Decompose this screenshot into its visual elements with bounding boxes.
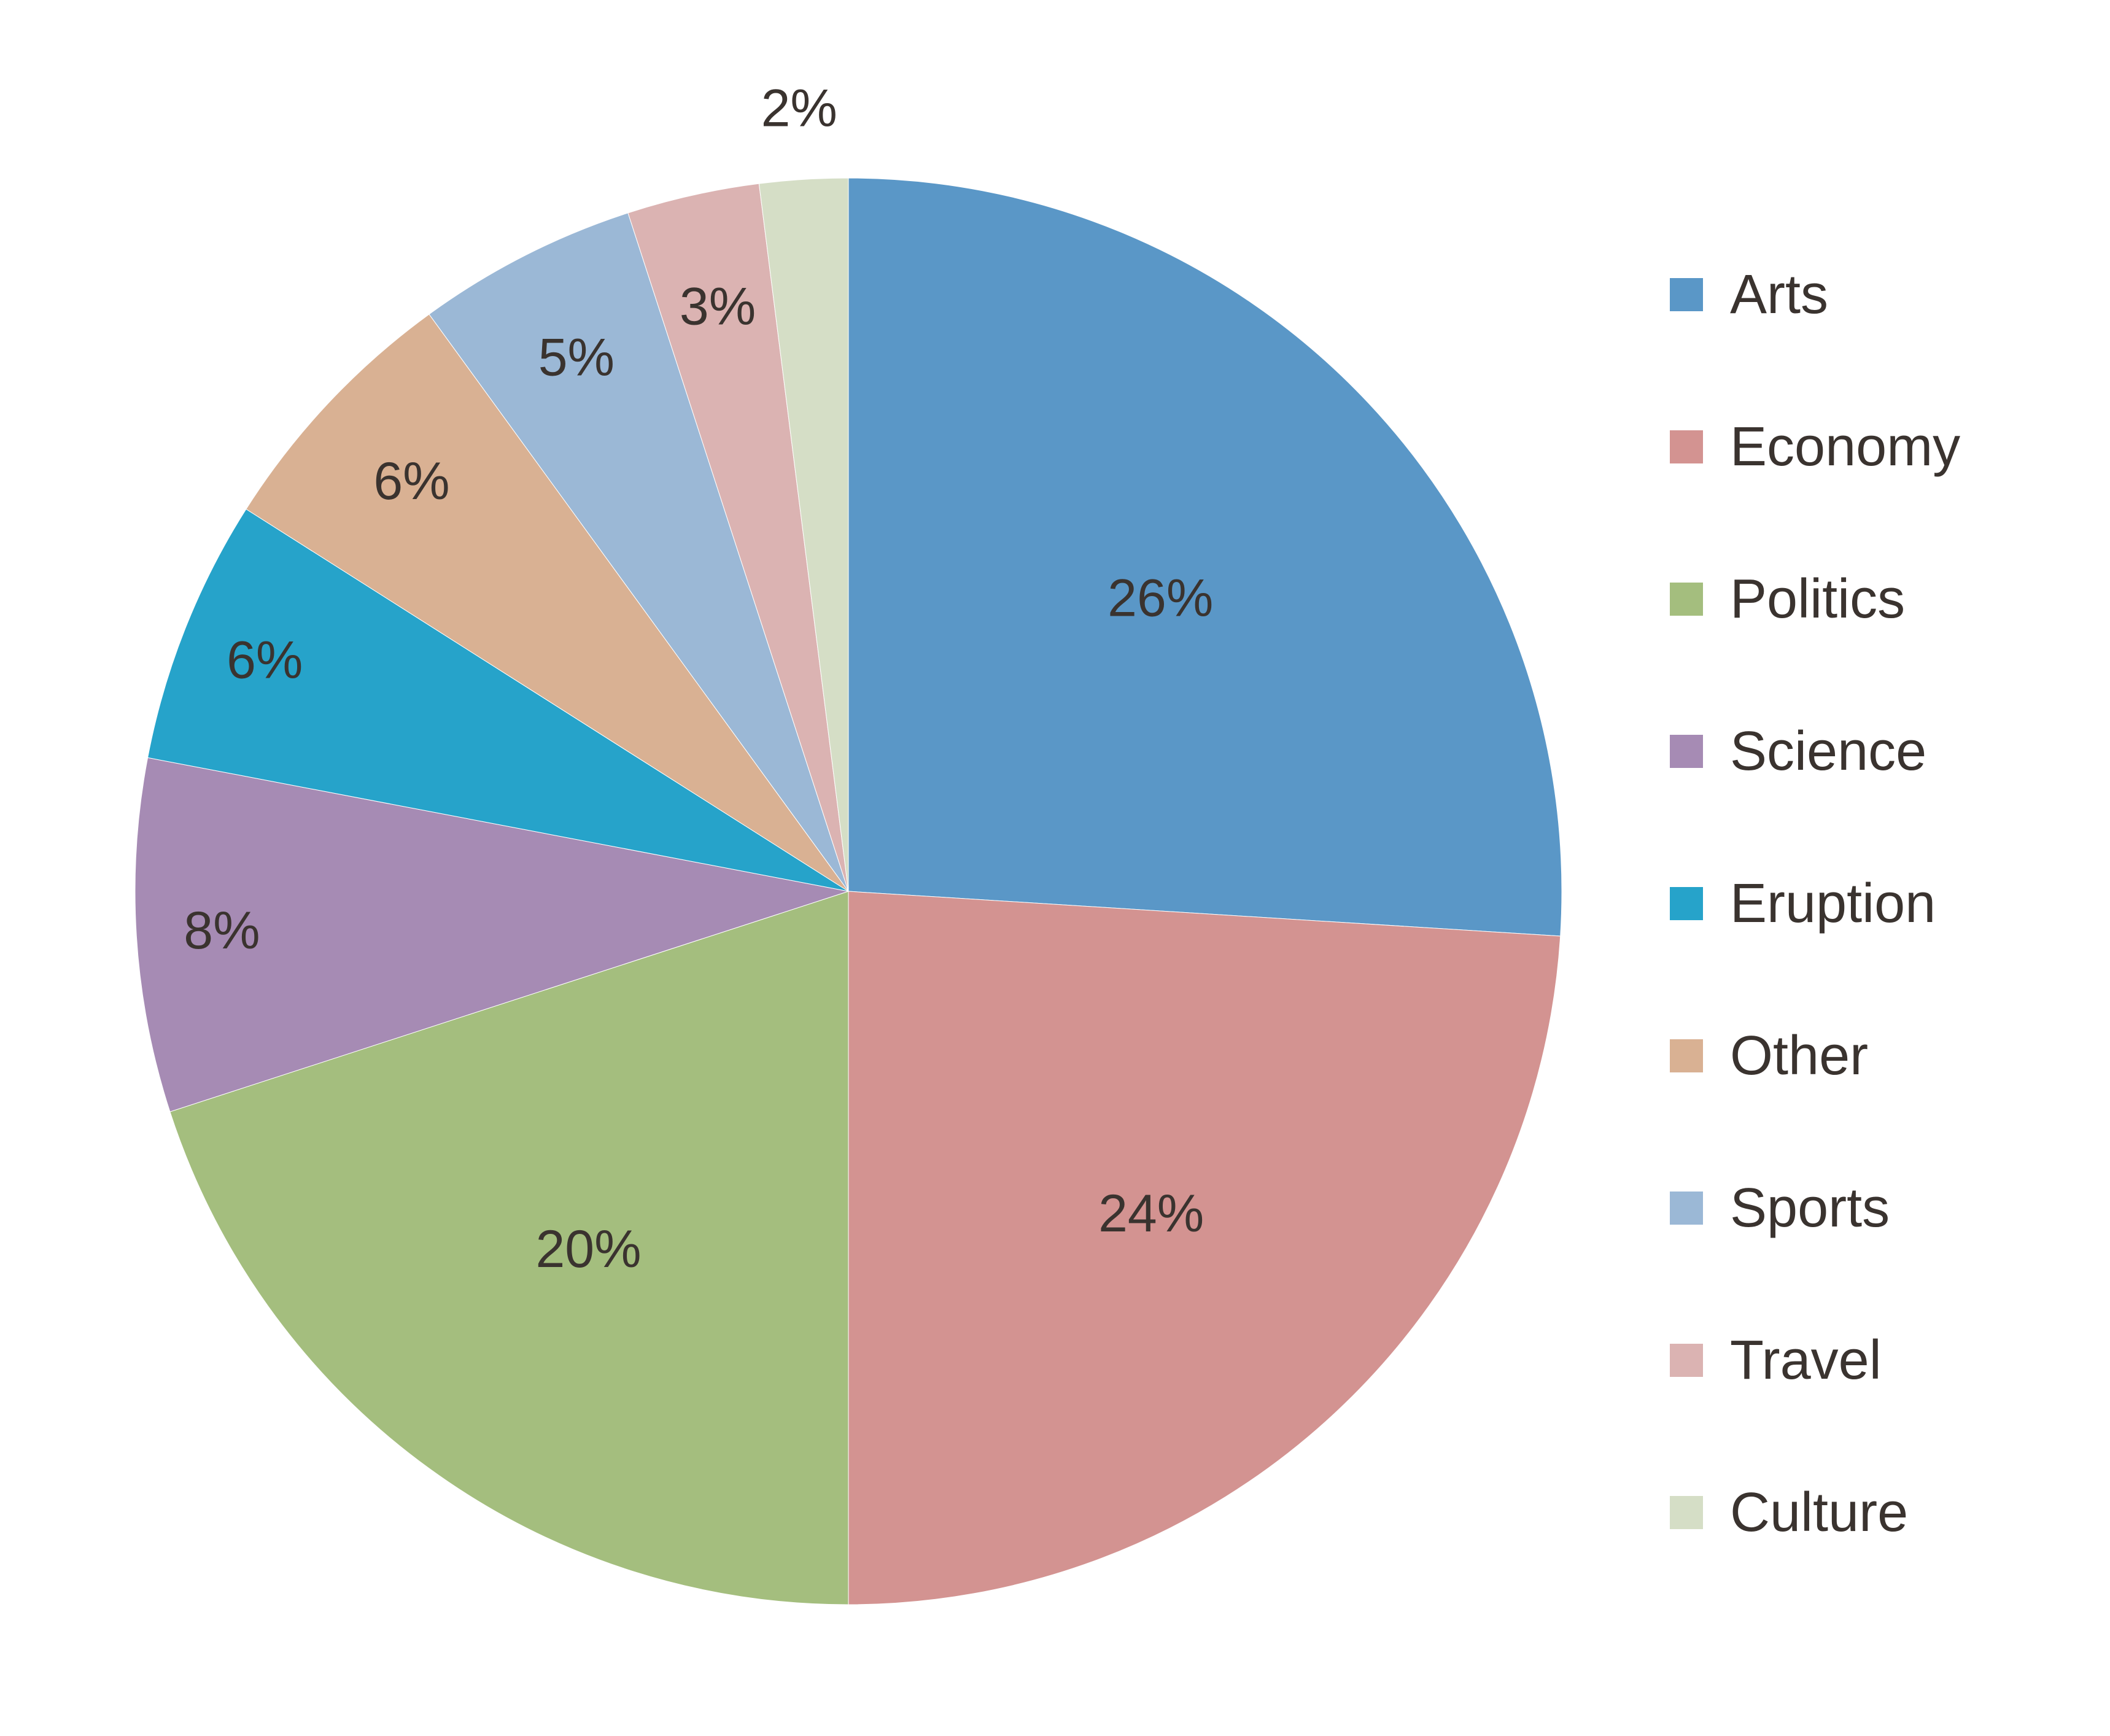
data-label-eruption: 6%	[227, 631, 303, 690]
pie-data-labels: 26% 24% 20% 8% 6% 6% 5% 3% 2%	[184, 79, 1213, 1279]
legend-label-arts: Arts	[1730, 264, 1828, 325]
legend-swatch-eruption	[1670, 887, 1703, 920]
legend-label-eruption: Eruption	[1730, 873, 1936, 934]
pie-slice-other	[246, 314, 849, 892]
data-label-politics: 20%	[535, 1220, 641, 1279]
pie-slices	[134, 177, 1562, 1605]
data-label-other: 6%	[373, 452, 449, 511]
pie-slice-culture	[758, 177, 849, 892]
legend-swatch-arts	[1670, 278, 1703, 311]
legend-swatch-other	[1670, 1039, 1703, 1072]
legend-label-travel: Travel	[1730, 1330, 1882, 1391]
legend-label-culture: Culture	[1730, 1482, 1908, 1543]
legend-label-politics: Politics	[1730, 568, 1905, 630]
pie-slice-politics	[169, 891, 849, 1605]
data-label-science: 8%	[184, 901, 260, 960]
data-label-economy: 24%	[1098, 1184, 1204, 1243]
legend-swatch-sports	[1670, 1192, 1703, 1225]
legend-swatch-economy	[1670, 430, 1703, 463]
legend-label-sports: Sports	[1730, 1177, 1890, 1239]
pie-slice-sports	[429, 212, 849, 892]
data-label-culture: 2%	[761, 79, 837, 138]
pie-slice-science	[134, 757, 849, 1112]
legend-label-other: Other	[1730, 1025, 1868, 1087]
pie-slice-arts	[848, 177, 1562, 937]
data-label-arts: 26%	[1107, 569, 1213, 628]
legend-swatch-travel	[1670, 1344, 1703, 1377]
pie-slice-eruption	[147, 508, 849, 892]
legend-label-economy: Economy	[1730, 416, 1960, 478]
data-label-sports: 5%	[538, 328, 615, 387]
legend-swatch-science	[1670, 735, 1703, 768]
legend-label-science: Science	[1730, 721, 1926, 782]
data-label-travel: 3%	[680, 277, 756, 336]
legend: Arts Economy Politics Science Eruption Other S…	[1670, 264, 1960, 1543]
legend-swatch-politics	[1670, 583, 1703, 616]
pie-slice-economy	[848, 891, 1561, 1605]
legend-swatch-culture	[1670, 1496, 1703, 1529]
